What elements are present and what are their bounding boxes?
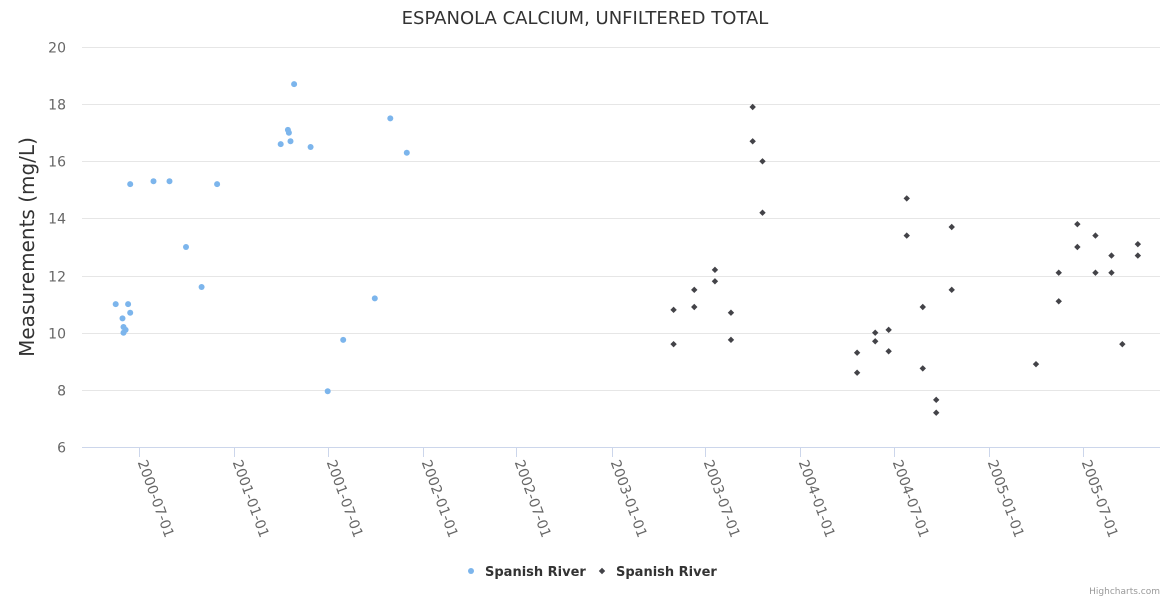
y-tick-label: 6: [57, 441, 66, 457]
data-point[interactable]: [291, 81, 298, 88]
data-point[interactable]: [670, 340, 677, 348]
data-point[interactable]: [727, 336, 735, 344]
data-point[interactable]: [119, 315, 126, 322]
legend-label: Spanish River: [485, 565, 586, 580]
data-point[interactable]: [340, 336, 347, 343]
data-point[interactable]: [1074, 243, 1081, 251]
data-point[interactable]: [307, 144, 314, 150]
data-point[interactable]: [948, 286, 955, 294]
legend-item[interactable]: Spanish River: [598, 565, 718, 580]
data-point[interactable]: [112, 301, 119, 308]
data-point[interactable]: [759, 158, 766, 165]
data-point[interactable]: [691, 303, 698, 311]
data-point[interactable]: [885, 348, 892, 355]
data-point[interactable]: [125, 301, 132, 308]
data-point[interactable]: [277, 141, 284, 148]
legend-label: Spanish River: [616, 565, 717, 580]
data-point[interactable]: [1074, 220, 1081, 228]
data-point[interactable]: [285, 129, 292, 136]
data-point[interactable]: [1108, 269, 1115, 276]
data-point[interactable]: [885, 326, 892, 334]
legend-marker: [598, 567, 606, 575]
data-point[interactable]: [903, 232, 910, 239]
data-point[interactable]: [403, 149, 410, 156]
y-tick-label: 12: [48, 270, 66, 286]
data-point[interactable]: [1108, 252, 1115, 259]
data-point[interactable]: [759, 209, 766, 216]
data-point[interactable]: [670, 306, 677, 314]
y-axis-label: Measurements (mg/L): [15, 137, 39, 357]
y-tick-label: 10: [48, 327, 66, 343]
data-point[interactable]: [711, 266, 719, 274]
data-point[interactable]: [371, 295, 378, 302]
grid-lines: [82, 47, 1160, 391]
data-point[interactable]: [691, 286, 698, 294]
data-point[interactable]: [387, 115, 394, 122]
chart-title: ESPANOLA CALCIUM, UNFILTERED TOTAL: [402, 8, 769, 29]
data-point[interactable]: [853, 369, 861, 376]
data-points: [112, 81, 1142, 416]
series-1: [112, 81, 410, 395]
data-point[interactable]: [127, 181, 134, 188]
data-point[interactable]: [324, 388, 331, 395]
data-point[interactable]: [214, 181, 221, 188]
data-point[interactable]: [122, 326, 129, 333]
data-point[interactable]: [872, 329, 879, 336]
data-point[interactable]: [933, 396, 940, 404]
data-point[interactable]: [1134, 252, 1142, 259]
data-point[interactable]: [1092, 269, 1099, 276]
data-point[interactable]: [872, 338, 879, 345]
legend[interactable]: Spanish River Spanish River: [468, 565, 717, 580]
y-tick-label: 20: [48, 41, 66, 57]
data-point[interactable]: [1055, 269, 1062, 276]
data-point[interactable]: [853, 349, 861, 356]
data-point[interactable]: [1134, 240, 1142, 248]
data-point[interactable]: [933, 409, 940, 416]
data-point[interactable]: [287, 138, 294, 145]
data-point[interactable]: [711, 278, 719, 285]
y-axis: 6 8 10 12 14 16 18 20: [48, 41, 66, 457]
data-point[interactable]: [727, 309, 735, 316]
y-tick-label: 8: [57, 384, 66, 400]
legend-item[interactable]: Spanish River: [468, 565, 586, 580]
data-point[interactable]: [166, 178, 173, 185]
data-point[interactable]: [749, 103, 756, 111]
data-point[interactable]: [749, 138, 756, 145]
data-point[interactable]: [919, 365, 926, 372]
data-point[interactable]: [183, 244, 189, 250]
y-tick-label: 14: [48, 212, 66, 228]
y-tick-label: 16: [48, 155, 66, 171]
data-point[interactable]: [903, 195, 910, 202]
y-tick-label: 18: [48, 98, 66, 114]
data-point[interactable]: [150, 178, 157, 185]
data-point[interactable]: [1092, 232, 1099, 239]
data-point[interactable]: [127, 309, 134, 316]
data-point[interactable]: [1032, 360, 1040, 368]
data-point[interactable]: [919, 303, 926, 311]
series-2: [670, 103, 1142, 416]
data-point[interactable]: [948, 223, 955, 231]
legend-marker: [468, 568, 474, 574]
data-point[interactable]: [1055, 298, 1062, 305]
data-point[interactable]: [1119, 340, 1126, 348]
credits-link[interactable]: Highcharts.com: [1089, 587, 1160, 597]
data-point[interactable]: [198, 284, 205, 290]
